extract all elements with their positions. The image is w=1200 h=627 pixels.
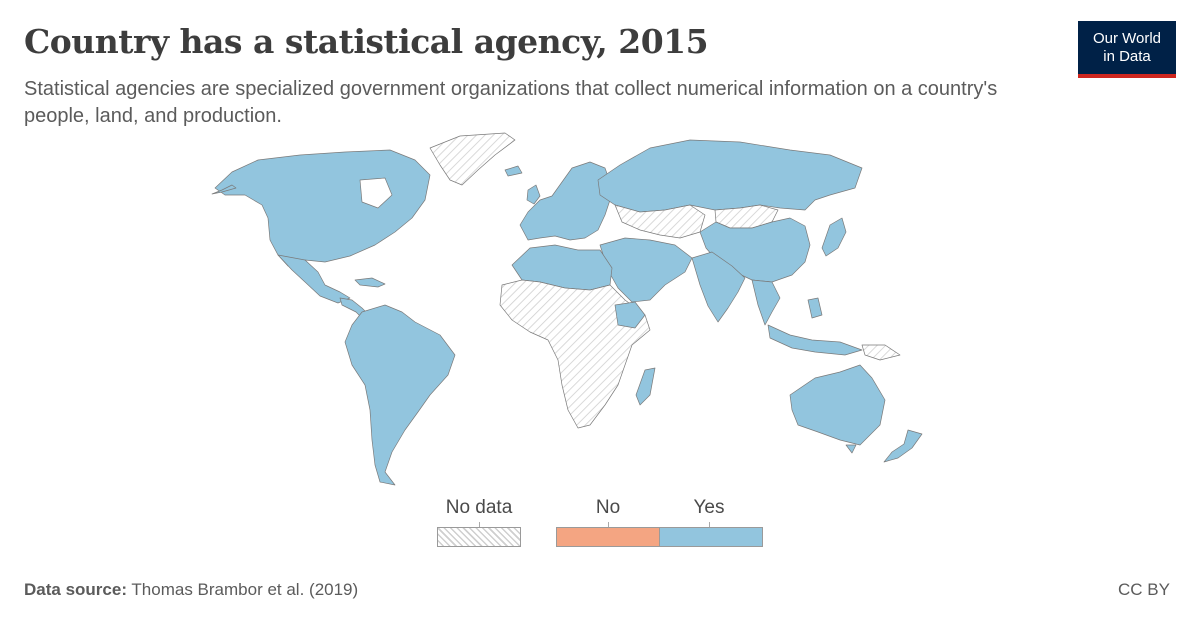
region-tasmania[interactable] [845,444,857,454]
region-uk[interactable] [526,184,541,205]
legend-label-no: No [595,497,621,518]
legend-tick-yes [709,522,710,528]
logo-line-1: Our World [1092,29,1162,47]
legend-label-no-data: No data [445,497,513,518]
region-ethiopia[interactable] [614,301,646,329]
region-india[interactable] [691,251,746,323]
hudson-bay [359,177,393,209]
region-greenland[interactable] [429,132,516,186]
region-indonesia[interactable] [767,324,863,356]
legend-label-yes: Yes [693,497,725,518]
legend-swatch-no[interactable] [556,527,660,547]
legend-tick-no [608,522,609,528]
region-north-america[interactable] [214,149,431,267]
region-iceland[interactable] [504,165,523,177]
legend-swatch-yes[interactable] [659,527,763,547]
region-southeast-asia[interactable] [751,279,781,326]
region-madagascar[interactable] [635,367,656,406]
legend-tick-no-data [479,522,480,528]
region-russia[interactable] [597,139,863,213]
legend-swatch-no-data[interactable] [437,527,521,547]
data-source: Data source: Thomas Brambor et al. (2019… [24,580,358,600]
region-caribbean[interactable] [354,277,386,288]
chart-title: Country has a statistical agency, 2015 [24,22,709,61]
region-new-zealand[interactable] [883,429,923,463]
data-source-text[interactable]: Thomas Brambor et al. (2019) [131,580,359,599]
owid-logo[interactable]: Our World in Data [1078,21,1176,78]
region-mexico[interactable] [277,254,351,304]
chart-subtitle: Statistical agencies are specialized gov… [24,78,998,127]
region-sub-saharan-africa[interactable] [499,279,651,429]
data-source-label: Data source: [24,580,127,599]
region-australia[interactable] [789,364,886,446]
region-alaska-peninsula[interactable] [211,184,237,195]
region-philippines[interactable] [807,297,823,319]
logo-line-2: in Data [1103,47,1151,65]
region-papua-new-guinea[interactable] [861,344,901,361]
region-south-america[interactable] [344,304,456,486]
region-japan[interactable] [821,217,847,257]
region-middle-east[interactable] [599,237,693,303]
license-link[interactable]: CC BY [1118,580,1170,599]
